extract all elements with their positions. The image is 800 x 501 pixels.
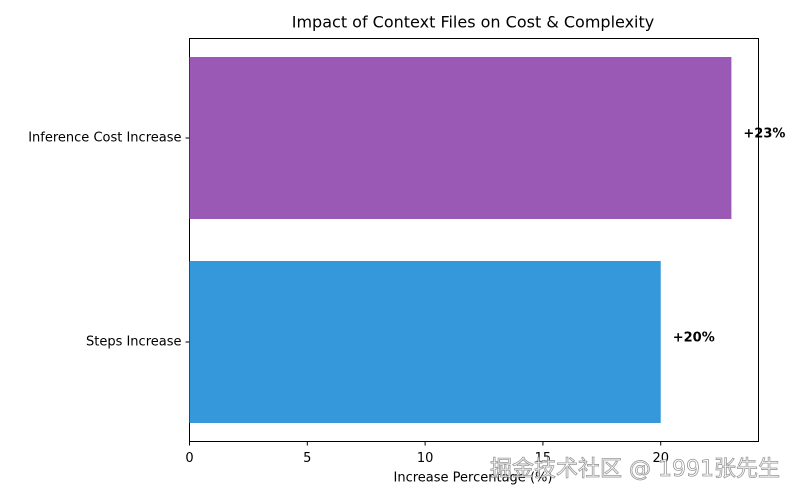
x-tick-label: 10 <box>417 451 434 466</box>
bar <box>189 57 732 219</box>
value-label: +20% <box>673 331 715 346</box>
x-axis-label: Increase Percentage (%) <box>394 471 553 486</box>
x-tick-label: 15 <box>535 451 552 466</box>
watermark: 掘金技术社区 @ 1991张先生 <box>490 457 780 482</box>
bar <box>189 261 661 423</box>
chart-title: Impact of Context Files on Cost & Comple… <box>292 13 655 32</box>
x-tick-label: 5 <box>303 451 311 466</box>
x-tick-label: 0 <box>185 451 193 466</box>
plot-frame <box>189 38 759 442</box>
y-tick-label: Steps Increase <box>86 335 182 350</box>
y-tick-label: Inference Cost Increase <box>28 131 181 146</box>
value-label: +23% <box>743 127 785 142</box>
x-tick-label: 20 <box>652 451 669 466</box>
